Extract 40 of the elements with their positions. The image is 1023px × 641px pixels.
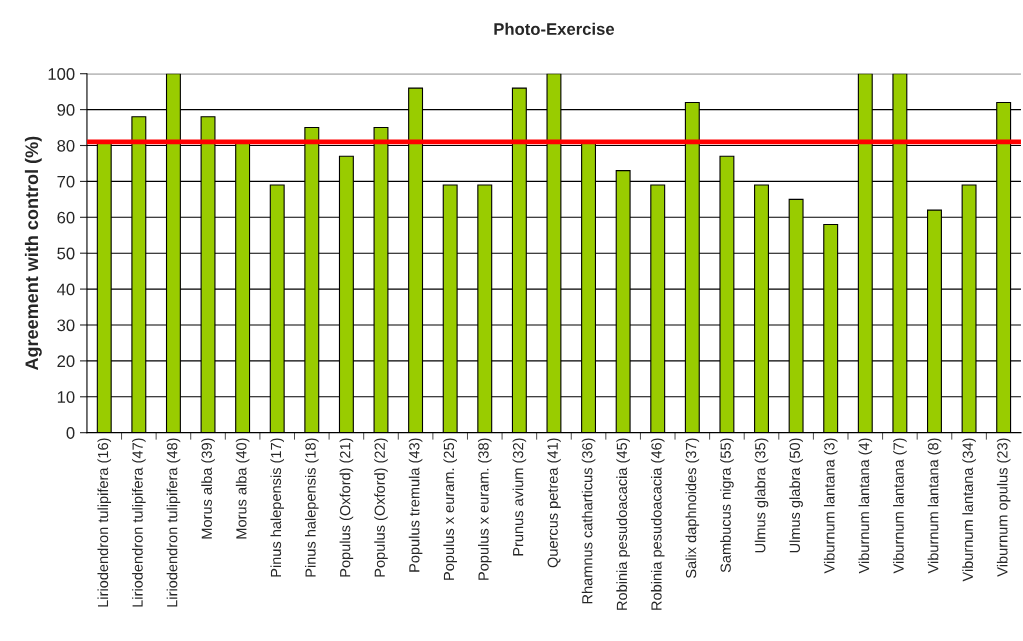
x-tick-label: Populus (Oxford) (22) <box>374 438 388 577</box>
x-tick-label: Rhamnus catharticus (36) <box>581 438 596 604</box>
x-tick-label: Viburnum lantana (8) <box>927 438 942 574</box>
x-tick-label: Populus (Oxford) (21) <box>339 438 354 577</box>
y-tick-label: 50 <box>57 247 75 260</box>
y-tick-label: 20 <box>57 355 75 368</box>
x-tick-label: Ulmus glabra (50) <box>789 438 803 553</box>
x-tick-label: Morus alba (40) <box>235 438 250 539</box>
x-tick-label: Populus x euram. (38) <box>477 438 492 580</box>
y-tick-label: 60 <box>57 211 75 224</box>
x-tick-label: Viburnum lantana (4) <box>858 438 873 574</box>
x-tick-label: Populus x euram. (25) <box>443 438 457 580</box>
x-tick-label: Viburnum lantana (34) <box>962 438 976 582</box>
x-tick-label: Viburnum opulus (23) <box>996 438 1011 577</box>
x-tick-label: Pinus halepensis (18) <box>305 438 319 577</box>
x-tick-label: Robinia pesudoacacia (46) <box>650 438 665 610</box>
x-tick-label: Robinia pesudoacacia (45) <box>616 438 630 610</box>
x-tick-label: Viburnum lantana (7) <box>893 438 907 574</box>
x-tick-label: Pinus halepensis (17) <box>270 438 285 577</box>
x-tick-label: Viburnum lantana (3) <box>823 438 838 574</box>
x-tick-label: Prunus avium (32) <box>512 438 527 556</box>
x-tick-label: Ulmus glabra (35) <box>754 438 769 553</box>
y-tick-label: 70 <box>57 175 75 188</box>
y-tick-label: 100 <box>48 68 75 80</box>
y-tick-label: 40 <box>57 283 75 296</box>
chart-title: Photo-Exercise <box>494 22 615 35</box>
x-tick-label: Populus tremula (43) <box>408 438 423 572</box>
y-tick-label: 30 <box>57 319 75 332</box>
x-tick-label: Liriodendron tulipifera (47) <box>132 438 146 607</box>
y-tick-label: 10 <box>57 391 75 403</box>
y-tick-label: 90 <box>57 104 75 116</box>
x-tick-label: Sambucus nigra (55) <box>720 438 734 573</box>
x-tick-label: Quercus petrea (41) <box>547 438 561 568</box>
x-tick-label: Salix daphnoides (37) <box>685 438 700 578</box>
x-tick-label: Morus alba (39) <box>201 438 215 539</box>
y-axis-title: Agreement with control (%) <box>24 136 42 371</box>
x-tick-label: Liriodendron tulipifera (16) <box>97 438 112 607</box>
y-tick-label: 0 <box>66 427 75 439</box>
x-tick-label: Liriodendron tulipifera (48) <box>166 438 181 607</box>
y-tick-label: 80 <box>57 139 75 152</box>
